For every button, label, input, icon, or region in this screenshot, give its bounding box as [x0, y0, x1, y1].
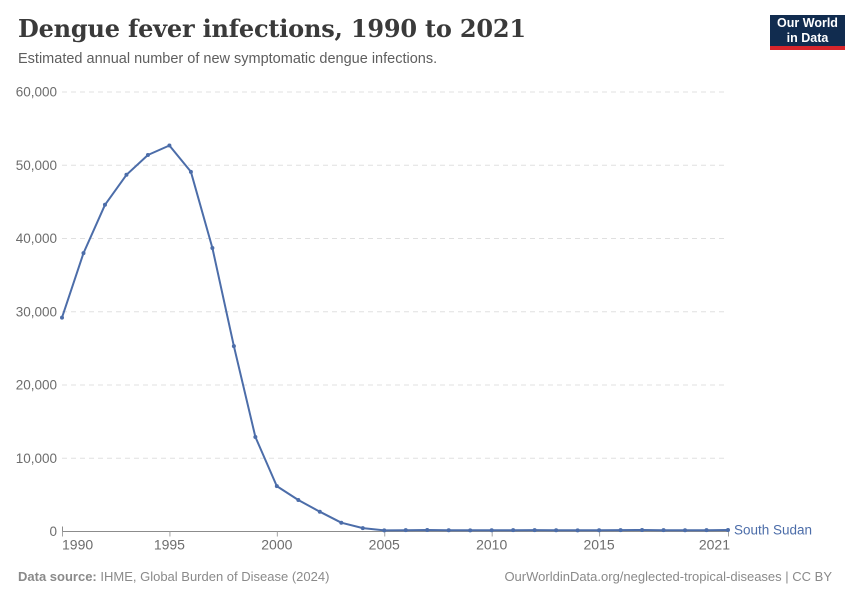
series-line — [61, 144, 729, 532]
data-point — [124, 172, 129, 177]
data-source-label: Data source: — [18, 569, 97, 584]
data-point — [446, 528, 451, 533]
data-point — [683, 528, 688, 533]
y-axis-tick-label: 10,000 — [16, 451, 57, 466]
x-axis-tick-label: 2000 — [261, 537, 292, 553]
data-point — [640, 528, 645, 533]
data-point — [317, 509, 322, 514]
data-point — [188, 169, 193, 174]
data-point — [145, 152, 150, 157]
y-axis-tick-label: 60,000 — [16, 85, 57, 100]
y-axis-tick-label: 20,000 — [16, 378, 57, 393]
data-point — [167, 143, 172, 148]
data-point — [274, 484, 279, 489]
data-point — [339, 520, 344, 525]
x-axis-tick-label: 2015 — [584, 537, 615, 553]
data-point — [296, 498, 301, 503]
x-axis-tick-label: 2021 — [699, 537, 730, 553]
owid-logo[interactable]: Our World in Data — [770, 15, 845, 50]
data-point — [575, 528, 580, 533]
data-point — [210, 246, 215, 251]
data-point — [597, 528, 602, 533]
data-source-text: IHME, Global Burden of Disease (2024) — [96, 569, 330, 584]
data-point — [81, 251, 86, 256]
owid-logo-line2: in Data — [786, 30, 829, 45]
x-axis-tick-label: 2005 — [369, 537, 400, 553]
y-axis-tick-label: 50,000 — [16, 158, 57, 173]
data-source-note: Data source: IHME, Global Burden of Dise… — [18, 569, 329, 584]
data-point — [661, 528, 666, 533]
chart-title: Dengue fever infections, 1990 to 2021 — [18, 14, 526, 43]
x-axis-tick-label: 2010 — [476, 537, 507, 553]
data-point — [554, 528, 559, 533]
y-axis-tick-label: 30,000 — [16, 304, 57, 319]
data-point — [382, 528, 387, 533]
data-point — [489, 528, 494, 533]
data-point — [360, 526, 365, 531]
data-point — [704, 528, 709, 533]
y-axis-tick-label: 40,000 — [16, 231, 57, 246]
credit-link[interactable]: OurWorldinData.org/neglected-tropical-di… — [504, 569, 832, 584]
x-axis-tick-label: 1995 — [154, 537, 185, 553]
data-point — [511, 528, 516, 533]
entity-label[interactable]: South Sudan — [734, 523, 812, 538]
data-point — [726, 528, 730, 533]
data-point — [532, 528, 537, 533]
y-axis-tick-label: 0 — [49, 524, 57, 539]
data-point — [403, 528, 408, 533]
chart-subtitle: Estimated annual number of new symptomat… — [18, 51, 438, 67]
data-point — [231, 344, 236, 349]
data-point — [468, 528, 473, 533]
owid-logo-line1: Our World — [777, 15, 838, 30]
data-point — [102, 202, 107, 207]
x-axis-tick-label: 1990 — [62, 537, 93, 553]
data-point — [618, 528, 623, 533]
data-point — [425, 528, 430, 533]
data-point — [60, 315, 64, 320]
data-point — [253, 435, 258, 440]
